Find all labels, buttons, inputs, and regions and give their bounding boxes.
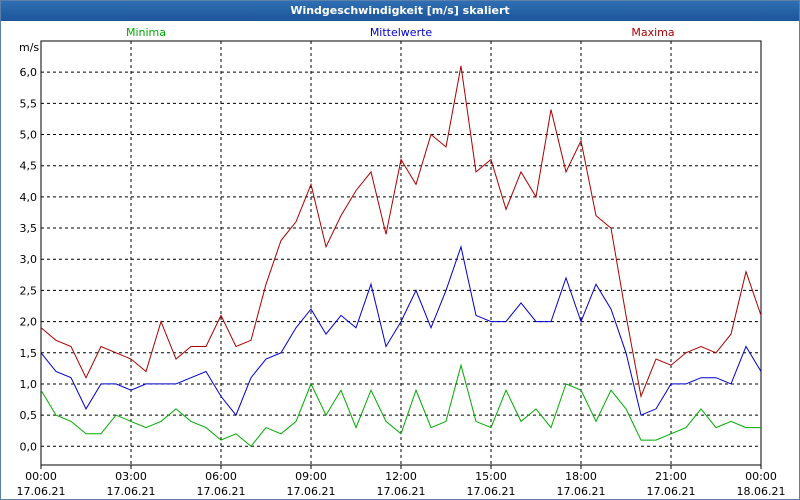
y-tick-label: 2,5: [20, 284, 38, 297]
x-tick-date: 17.06.21: [647, 485, 696, 498]
legend-entry-minima: Minima: [126, 26, 166, 39]
y-axis-label: m/s: [19, 41, 39, 54]
y-tick-label: 4,0: [20, 191, 38, 204]
x-tick-time: 15:00: [475, 470, 507, 483]
x-tick-time: 06:00: [205, 470, 237, 483]
series-line-maxima: [40, 65, 762, 399]
y-tick-label: 0,0: [20, 440, 38, 453]
x-tick-time: 21:00: [655, 470, 687, 483]
x-tick-date: 17.06.21: [377, 485, 426, 498]
x-tick-time: 00:00: [25, 470, 57, 483]
x-tick-date: 17.06.21: [107, 485, 156, 498]
y-tick-label: 2,0: [20, 316, 38, 329]
y-tick-label: 4,5: [20, 160, 38, 173]
series-line-minima: [40, 363, 761, 448]
legend-entry-mittelwerte: Mittelwerte: [370, 26, 433, 39]
x-tick-time: 18:00: [565, 470, 597, 483]
x-tick-date: 17.06.21: [287, 485, 336, 498]
y-tick-label: 0,5: [20, 409, 38, 422]
x-tick-time: 09:00: [295, 470, 327, 483]
x-tick-date: 18.06.21: [737, 485, 786, 498]
y-tick-label: 6,0: [20, 66, 38, 79]
y-tick-label: 3,0: [20, 253, 38, 266]
x-tick-date: 17.06.21: [467, 485, 516, 498]
x-tick-time: 00:00: [745, 470, 777, 483]
y-tick-label: 5,5: [20, 97, 38, 110]
x-tick-date: 17.06.21: [17, 485, 66, 498]
window-title: Windgeschwindigkeit [m/s] skaliert: [1, 1, 799, 21]
x-tick-time: 12:00: [385, 470, 417, 483]
y-tick-label: 1,5: [20, 347, 38, 360]
y-tick-label: 5,0: [20, 129, 38, 142]
x-tick-date: 17.06.21: [557, 485, 606, 498]
series-line-mittelwerte: [40, 244, 762, 417]
x-tick-date: 17.06.21: [197, 485, 246, 498]
y-tick-label: 1,0: [20, 378, 38, 391]
x-tick-time: 03:00: [115, 470, 147, 483]
legend-entry-maxima: Maxima: [631, 26, 674, 39]
y-tick-label: 3,5: [20, 222, 38, 235]
